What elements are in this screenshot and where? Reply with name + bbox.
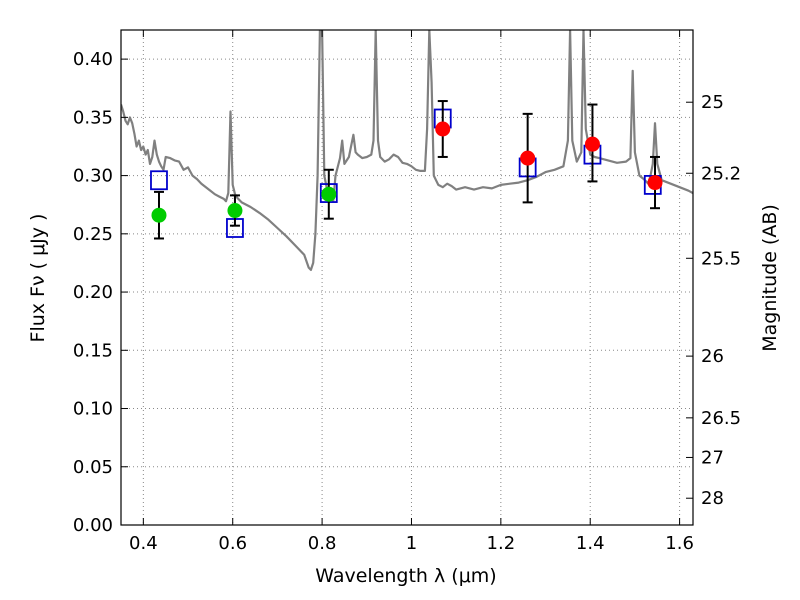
observed-flux-red-point	[435, 121, 451, 137]
y-tick-label: 0.25	[73, 224, 113, 245]
model-flux-square	[150, 170, 168, 191]
x-axis-label-text: Wavelength λ (μm)	[315, 565, 496, 587]
observed-flux-red-point	[584, 136, 600, 152]
y2-tick-label: 25.2	[701, 163, 741, 184]
x-tick-label: 1.6	[665, 533, 694, 554]
observed-flux-red-point	[647, 175, 663, 191]
observed-flux-green-point	[321, 186, 337, 202]
y-tick-label: 0.15	[73, 340, 113, 361]
x-tick-label: 0.8	[308, 533, 337, 554]
y-tick-label: 0.30	[73, 166, 113, 187]
y2-tick-label: 26	[701, 346, 724, 367]
plot-area	[121, 30, 693, 271]
observed-flux-green-point	[151, 207, 167, 223]
y-tick-label: 0.20	[73, 282, 113, 303]
y2-tick-label: 25	[701, 92, 724, 113]
y-tick-label: 0.10	[73, 399, 113, 420]
observed-flux-red-point	[520, 150, 536, 166]
plot-frame	[120, 29, 694, 526]
y2-tick-label: 27	[701, 447, 724, 468]
x-tick-label: 1.2	[487, 533, 516, 554]
y-axis-label: Flux Fν ( μJy )	[27, 214, 49, 343]
x-tick-label: 0.4	[129, 533, 158, 554]
y2-tick-label: 28	[701, 488, 724, 509]
y-tick-label: 0.05	[73, 457, 113, 478]
y-tick-label: 0.40	[73, 49, 113, 70]
y2-tick-label: 26.5	[701, 408, 741, 429]
x-axis-label: Wavelength λ (μm)	[315, 565, 496, 587]
y-tick-label: 0.00	[73, 515, 113, 536]
y-tick-label: 0.35	[73, 107, 113, 128]
x-tick-label: 0.6	[218, 533, 247, 554]
model-spectrum-line	[121, 30, 693, 271]
x-tick-label: 1	[406, 533, 417, 554]
y2-axis-label: Magnitude (AB)	[759, 204, 781, 352]
y2-tick-label: 25.5	[701, 248, 741, 269]
observed-flux-green-point	[227, 203, 243, 219]
axis-ticks: 0.4 0.6 0.8 1 1.2 1.4 1.6 0.00 0.05 0.10 0.15 0.20 0…	[73, 30, 741, 554]
x-tick-label: 1.4	[576, 533, 605, 554]
